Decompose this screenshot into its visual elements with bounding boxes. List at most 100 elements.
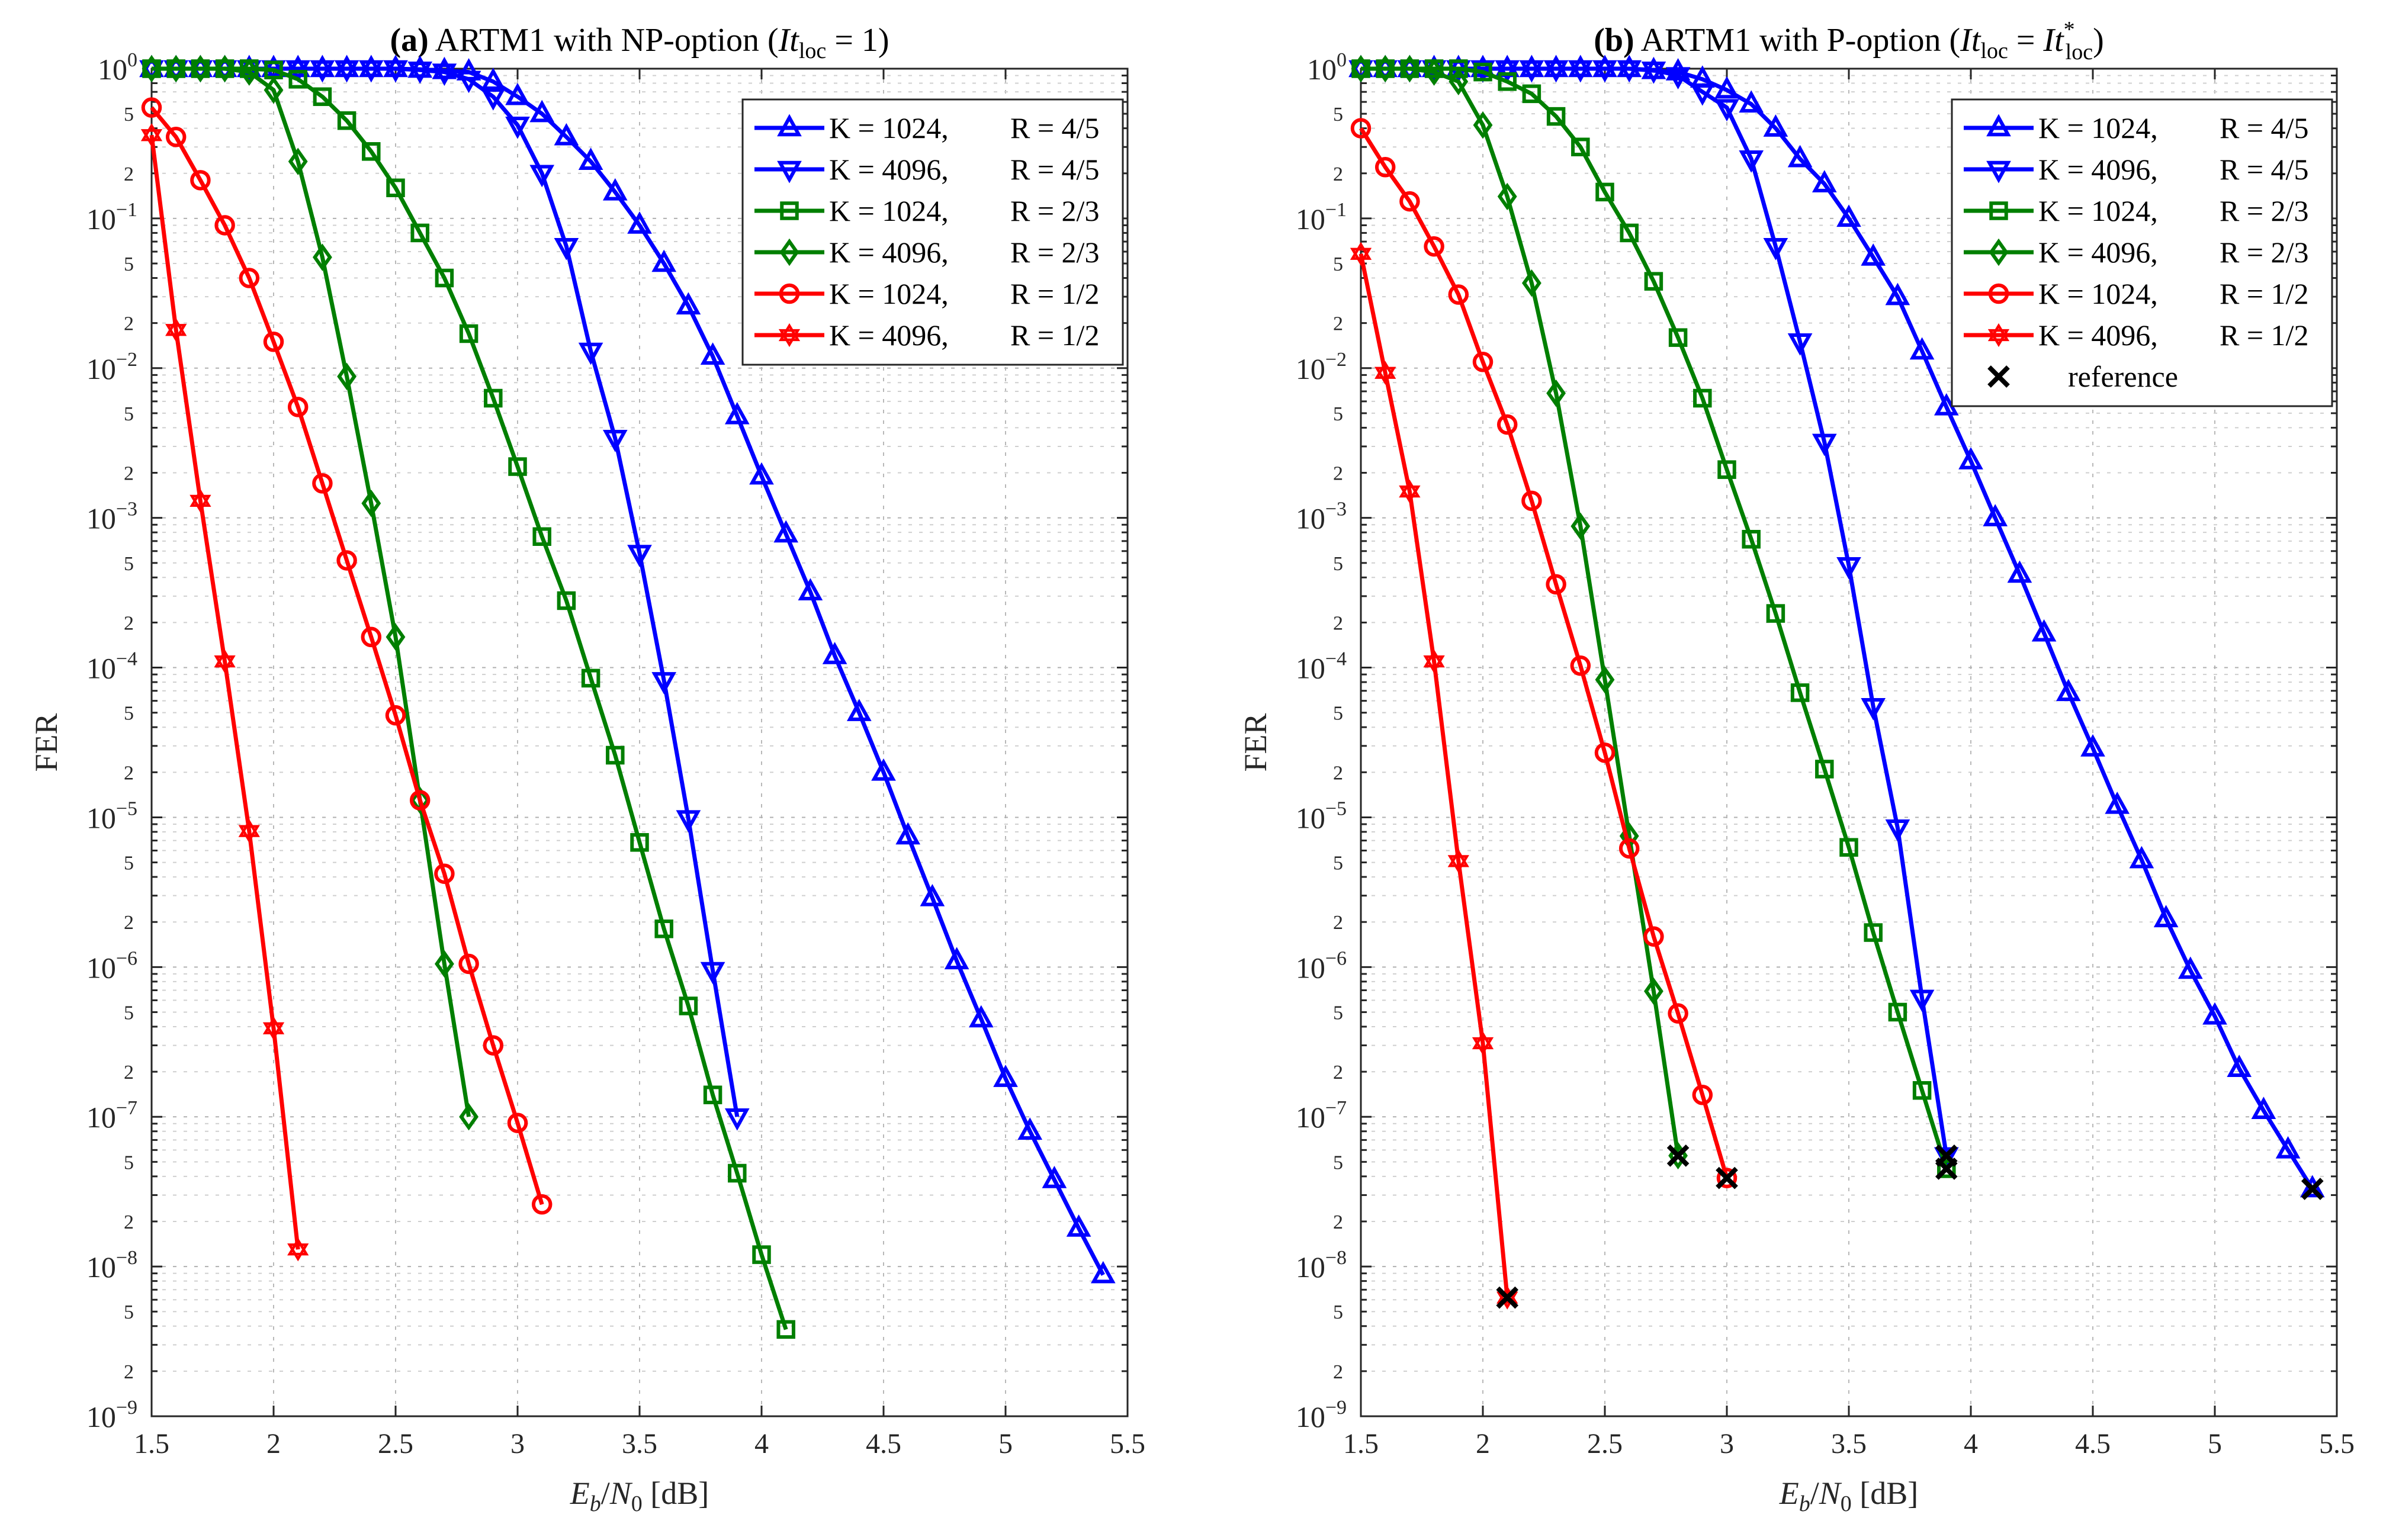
y-minor-label: 2 <box>124 762 134 784</box>
data-point <box>480 88 506 111</box>
legend-marker <box>780 201 799 220</box>
data-point <box>651 249 677 272</box>
data-point <box>1546 107 1566 126</box>
y-minor-label: 2 <box>124 1062 134 1084</box>
y-minor-label: 2 <box>124 612 134 634</box>
legend-box <box>741 98 1124 366</box>
data-point <box>1839 838 1858 857</box>
data-point <box>1643 926 1664 947</box>
data-point <box>1350 242 1372 266</box>
y-minor-label: 2 <box>1333 912 1343 934</box>
y-decade-label: 10−6 <box>86 947 137 984</box>
x-tick-label: 1.5 <box>1343 1428 1379 1459</box>
series-3 <box>142 59 795 1339</box>
data-point <box>1888 1002 1907 1022</box>
x-tick-label: 3 <box>1720 1428 1734 1459</box>
legend-marker <box>779 238 799 266</box>
legend-label-rate: R = 1/2 <box>2220 319 2308 352</box>
data-point <box>507 1113 528 1133</box>
data-point <box>1522 84 1541 104</box>
y-minor-label: 5 <box>124 1301 134 1323</box>
data-point <box>336 550 357 571</box>
data-point <box>1592 60 1617 83</box>
legend-label-rate: R = 4/5 <box>2220 111 2308 144</box>
legend-label-rate: R = 1/2 <box>1010 277 1099 310</box>
data-point <box>1641 61 1666 84</box>
y-minor-label: 5 <box>1333 1002 1343 1024</box>
legend-label: K = 4096, <box>2038 236 2158 269</box>
data-point <box>358 60 384 83</box>
data-point <box>1595 665 1615 694</box>
legend-label-rate: R = 1/2 <box>2220 277 2308 310</box>
y-minor-label: 5 <box>1333 253 1343 275</box>
legend-entry-reference: reference <box>1987 360 2178 393</box>
data-point <box>2129 845 2154 869</box>
data-point <box>1885 282 1910 306</box>
y-minor-label: 2 <box>1333 612 1343 634</box>
x-tick-label: 5.5 <box>1110 1428 1145 1459</box>
reference-point <box>1496 1286 1519 1309</box>
data-point <box>920 883 945 906</box>
data-point <box>700 342 725 365</box>
legend-label: K = 4096, <box>829 153 949 186</box>
legend-marker <box>1989 201 2008 220</box>
data-point <box>944 947 969 970</box>
data-point <box>700 962 725 985</box>
series-6 <box>140 123 309 1262</box>
data-point <box>1374 361 1396 385</box>
reference-point <box>1666 1144 1690 1167</box>
data-point <box>287 397 309 417</box>
data-point <box>1595 182 1614 202</box>
data-point <box>1042 1166 1067 1188</box>
data-point <box>728 1163 747 1183</box>
data-point <box>2275 1136 2301 1159</box>
data-point <box>313 87 332 107</box>
y-decade-label: 10−8 <box>1296 1247 1347 1284</box>
data-point <box>2105 791 2130 814</box>
data-point <box>1066 1214 1091 1237</box>
data-point <box>264 76 284 104</box>
data-point <box>651 672 677 695</box>
data-point <box>1958 447 1983 470</box>
x-tick-label: 2.5 <box>1587 1428 1623 1459</box>
data-point <box>1693 388 1712 408</box>
y-minor-label: 5 <box>1333 104 1343 126</box>
data-point <box>1690 83 1715 106</box>
data-point <box>679 996 698 1015</box>
data-point <box>288 147 308 175</box>
data-point <box>1836 557 1861 580</box>
x-tick-label: 3.5 <box>622 1428 657 1459</box>
data-point <box>1692 1085 1713 1105</box>
x-tick-label: 5.5 <box>2319 1428 2355 1459</box>
data-point <box>1937 1159 1956 1178</box>
data-point <box>1570 655 1591 676</box>
y-minor-label: 5 <box>124 553 134 575</box>
data-point <box>1861 697 1886 721</box>
y-decade-label: 10−1 <box>86 199 137 236</box>
x-tick-label: 1.5 <box>134 1428 169 1459</box>
data-point <box>1766 604 1785 623</box>
series-line <box>1358 253 1510 1298</box>
data-point <box>312 243 332 271</box>
data-point <box>435 268 454 288</box>
data-point <box>2031 619 2057 642</box>
data-point <box>1449 67 1469 95</box>
data-point <box>776 1320 795 1339</box>
y-minor-label: 2 <box>1333 313 1343 335</box>
legend-label-rate: R = 2/3 <box>1010 236 1099 269</box>
data-point <box>1812 433 1837 456</box>
data-point <box>383 60 408 83</box>
x-tick-label: 5 <box>2208 1428 2222 1459</box>
data-point <box>1912 1081 1932 1100</box>
y-decade-label: 10−4 <box>86 648 137 685</box>
data-point <box>287 1237 309 1262</box>
data-point <box>703 1085 722 1105</box>
y-minor-label: 5 <box>124 703 134 725</box>
data-point <box>140 123 163 147</box>
data-point <box>2202 1002 2227 1025</box>
data-point <box>581 668 600 688</box>
data-point <box>456 70 481 94</box>
legend-label: K = 1024, <box>2038 111 2158 144</box>
legend-entry: K = 4096, R = 1/2 <box>754 319 1099 352</box>
chart-title: (a) ARTM1 with NP-option (Itloc = 1) <box>390 22 889 63</box>
